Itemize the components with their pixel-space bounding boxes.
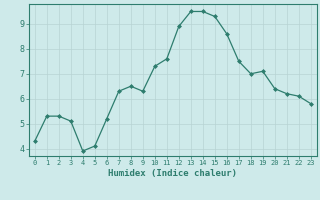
X-axis label: Humidex (Indice chaleur): Humidex (Indice chaleur) — [108, 169, 237, 178]
